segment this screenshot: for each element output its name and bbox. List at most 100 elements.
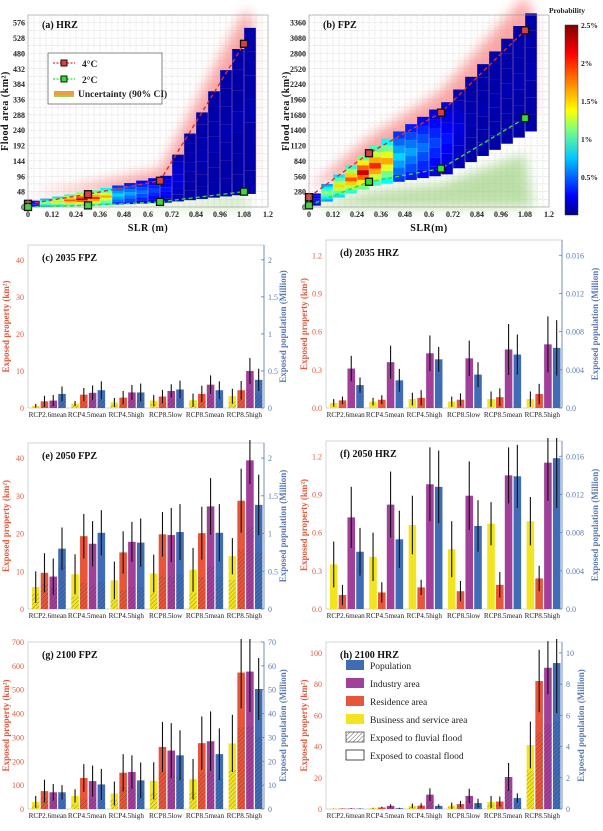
panel-title: (f) 2050 HRZ — [340, 449, 397, 460]
y-tick-label: 0.6 — [312, 529, 322, 538]
bar-fluvial-hatch — [136, 791, 145, 809]
bar-business-and-service-area — [526, 521, 535, 609]
heatmap-cell — [184, 171, 196, 182]
heatmap-cell — [477, 90, 489, 104]
y-tick-label: 100 — [310, 649, 322, 658]
x-category-label: RCP2.6mean — [29, 612, 68, 620]
bar-fluvial-hatch — [254, 551, 263, 609]
x-category-label: RCP4.5mean — [366, 411, 405, 419]
bar-population — [395, 539, 404, 609]
heatmap-cell — [417, 116, 429, 126]
heatmap-cell — [28, 203, 40, 205]
x-category-label: RCP8.5mean — [484, 411, 523, 419]
heatmap-cell — [369, 179, 381, 186]
x-category-label: RCP8.5low — [447, 812, 481, 820]
heatmap-cell — [405, 124, 417, 133]
y-tick-label: 48 — [17, 188, 25, 197]
bar-fluvial-hatch — [434, 807, 443, 809]
heatmap-cell — [321, 183, 333, 187]
heatmap-cell — [184, 162, 196, 172]
y-tick-label: 700 — [12, 638, 24, 647]
y2-tick-label: 0.5 — [268, 367, 278, 376]
bar-residence-area — [158, 534, 167, 609]
bar-fluvial-hatch — [119, 590, 127, 609]
heatmap-cell — [357, 174, 369, 180]
x-category-label: RCP4.5high — [109, 612, 145, 620]
heatmap-cell — [357, 170, 369, 175]
y-tick-label: 0 — [20, 605, 24, 614]
x-tick-label: 1.08 — [518, 210, 532, 219]
bar-fluvial-hatch — [58, 566, 66, 609]
heatmap-cell — [160, 183, 172, 188]
bar-fluvial-hatch — [386, 807, 395, 809]
heatmap-cell — [196, 112, 208, 125]
heatmap-cell — [160, 187, 172, 192]
heatmap-cell — [513, 26, 525, 42]
x-category-label: RCP4.5mean — [366, 812, 405, 820]
heatmap-cell — [112, 190, 124, 194]
y-tick-label: 600 — [12, 662, 24, 671]
heatmap-cell — [405, 148, 417, 157]
bar-industry-area — [465, 495, 474, 609]
heatmap-cell — [244, 122, 256, 147]
y-tick-label: 30 — [16, 492, 24, 501]
bar-fluvial-hatch — [71, 804, 79, 809]
uncertainty-upper — [28, 11, 252, 196]
bar-fluvial-hatch — [158, 402, 167, 408]
bar-fluvial-hatch — [58, 400, 66, 408]
heatmap-cell — [196, 137, 208, 150]
heatmap-cell — [124, 198, 136, 202]
y-tick-label: 96 — [17, 172, 25, 181]
plot-frame — [27, 14, 269, 208]
heatmap-cell — [393, 160, 405, 168]
x-tick-label: 1.08 — [237, 210, 251, 219]
y-axis-label: Flood area (km²) — [281, 71, 292, 151]
legend-4C-label: 4°C — [82, 59, 98, 70]
x-category-label: RCP4.5mean — [68, 812, 107, 820]
bar-industry-area — [465, 358, 474, 408]
x-tick-label: 0.48 — [117, 210, 131, 219]
heatmap-cell — [64, 197, 76, 200]
heatmap-cell — [345, 173, 357, 178]
y2-axis-label: Exposed population (Million) — [576, 669, 586, 782]
bar-fluvial-hatch — [88, 585, 97, 609]
heatmap-cell — [244, 146, 256, 171]
y2-tick-label: 0 — [566, 805, 570, 814]
legend-swatch-business — [346, 714, 364, 724]
legend-label-industry: Industry area — [370, 680, 421, 690]
y2-tick-label: 0.5 — [268, 567, 278, 576]
heatmap-cell — [525, 114, 537, 132]
y-tick-label: 1960 — [290, 95, 306, 104]
heatmap-cell — [309, 203, 321, 206]
y2-tick-label: 2 — [268, 256, 272, 265]
heatmap-cell — [429, 119, 441, 129]
heatmap-cell — [525, 13, 537, 31]
heatmap-cell — [501, 38, 513, 54]
y-tick-label: 576 — [13, 19, 25, 28]
y2-tick-label: 70 — [268, 638, 276, 647]
y2-axis-label: Exposed population (Million) — [278, 270, 288, 383]
heatmap-cell — [489, 107, 501, 122]
heatmap-cell — [321, 194, 333, 197]
bar-fluvial-hatch — [176, 776, 184, 809]
x-category-label: RCP4.5high — [109, 411, 145, 419]
y-tick-label: 2240 — [290, 80, 306, 89]
heatmap-cell — [501, 98, 513, 114]
heatmap-cell — [489, 135, 501, 150]
bar-fluvial-hatch — [237, 549, 245, 609]
bar-fluvial-hatch — [504, 789, 513, 809]
heatmap-cell — [381, 145, 393, 152]
x-category-label: RCP8.5mean — [484, 612, 523, 620]
colorbar-tick: 2% — [581, 59, 592, 68]
bar-fluvial-hatch — [71, 405, 79, 408]
bar-fluvial-hatch — [80, 582, 88, 609]
heatmap-cell — [112, 193, 124, 197]
bar-fluvial-hatch — [254, 393, 263, 408]
bar-industry-area — [544, 344, 552, 408]
y2-tick-label: 20 — [268, 757, 276, 766]
bar-fluvial-hatch — [119, 787, 127, 809]
heatmap-cell — [112, 201, 124, 205]
heatmap-cell — [501, 113, 513, 129]
legend-swatch-population — [346, 660, 364, 670]
heatmap-cell — [40, 203, 52, 205]
